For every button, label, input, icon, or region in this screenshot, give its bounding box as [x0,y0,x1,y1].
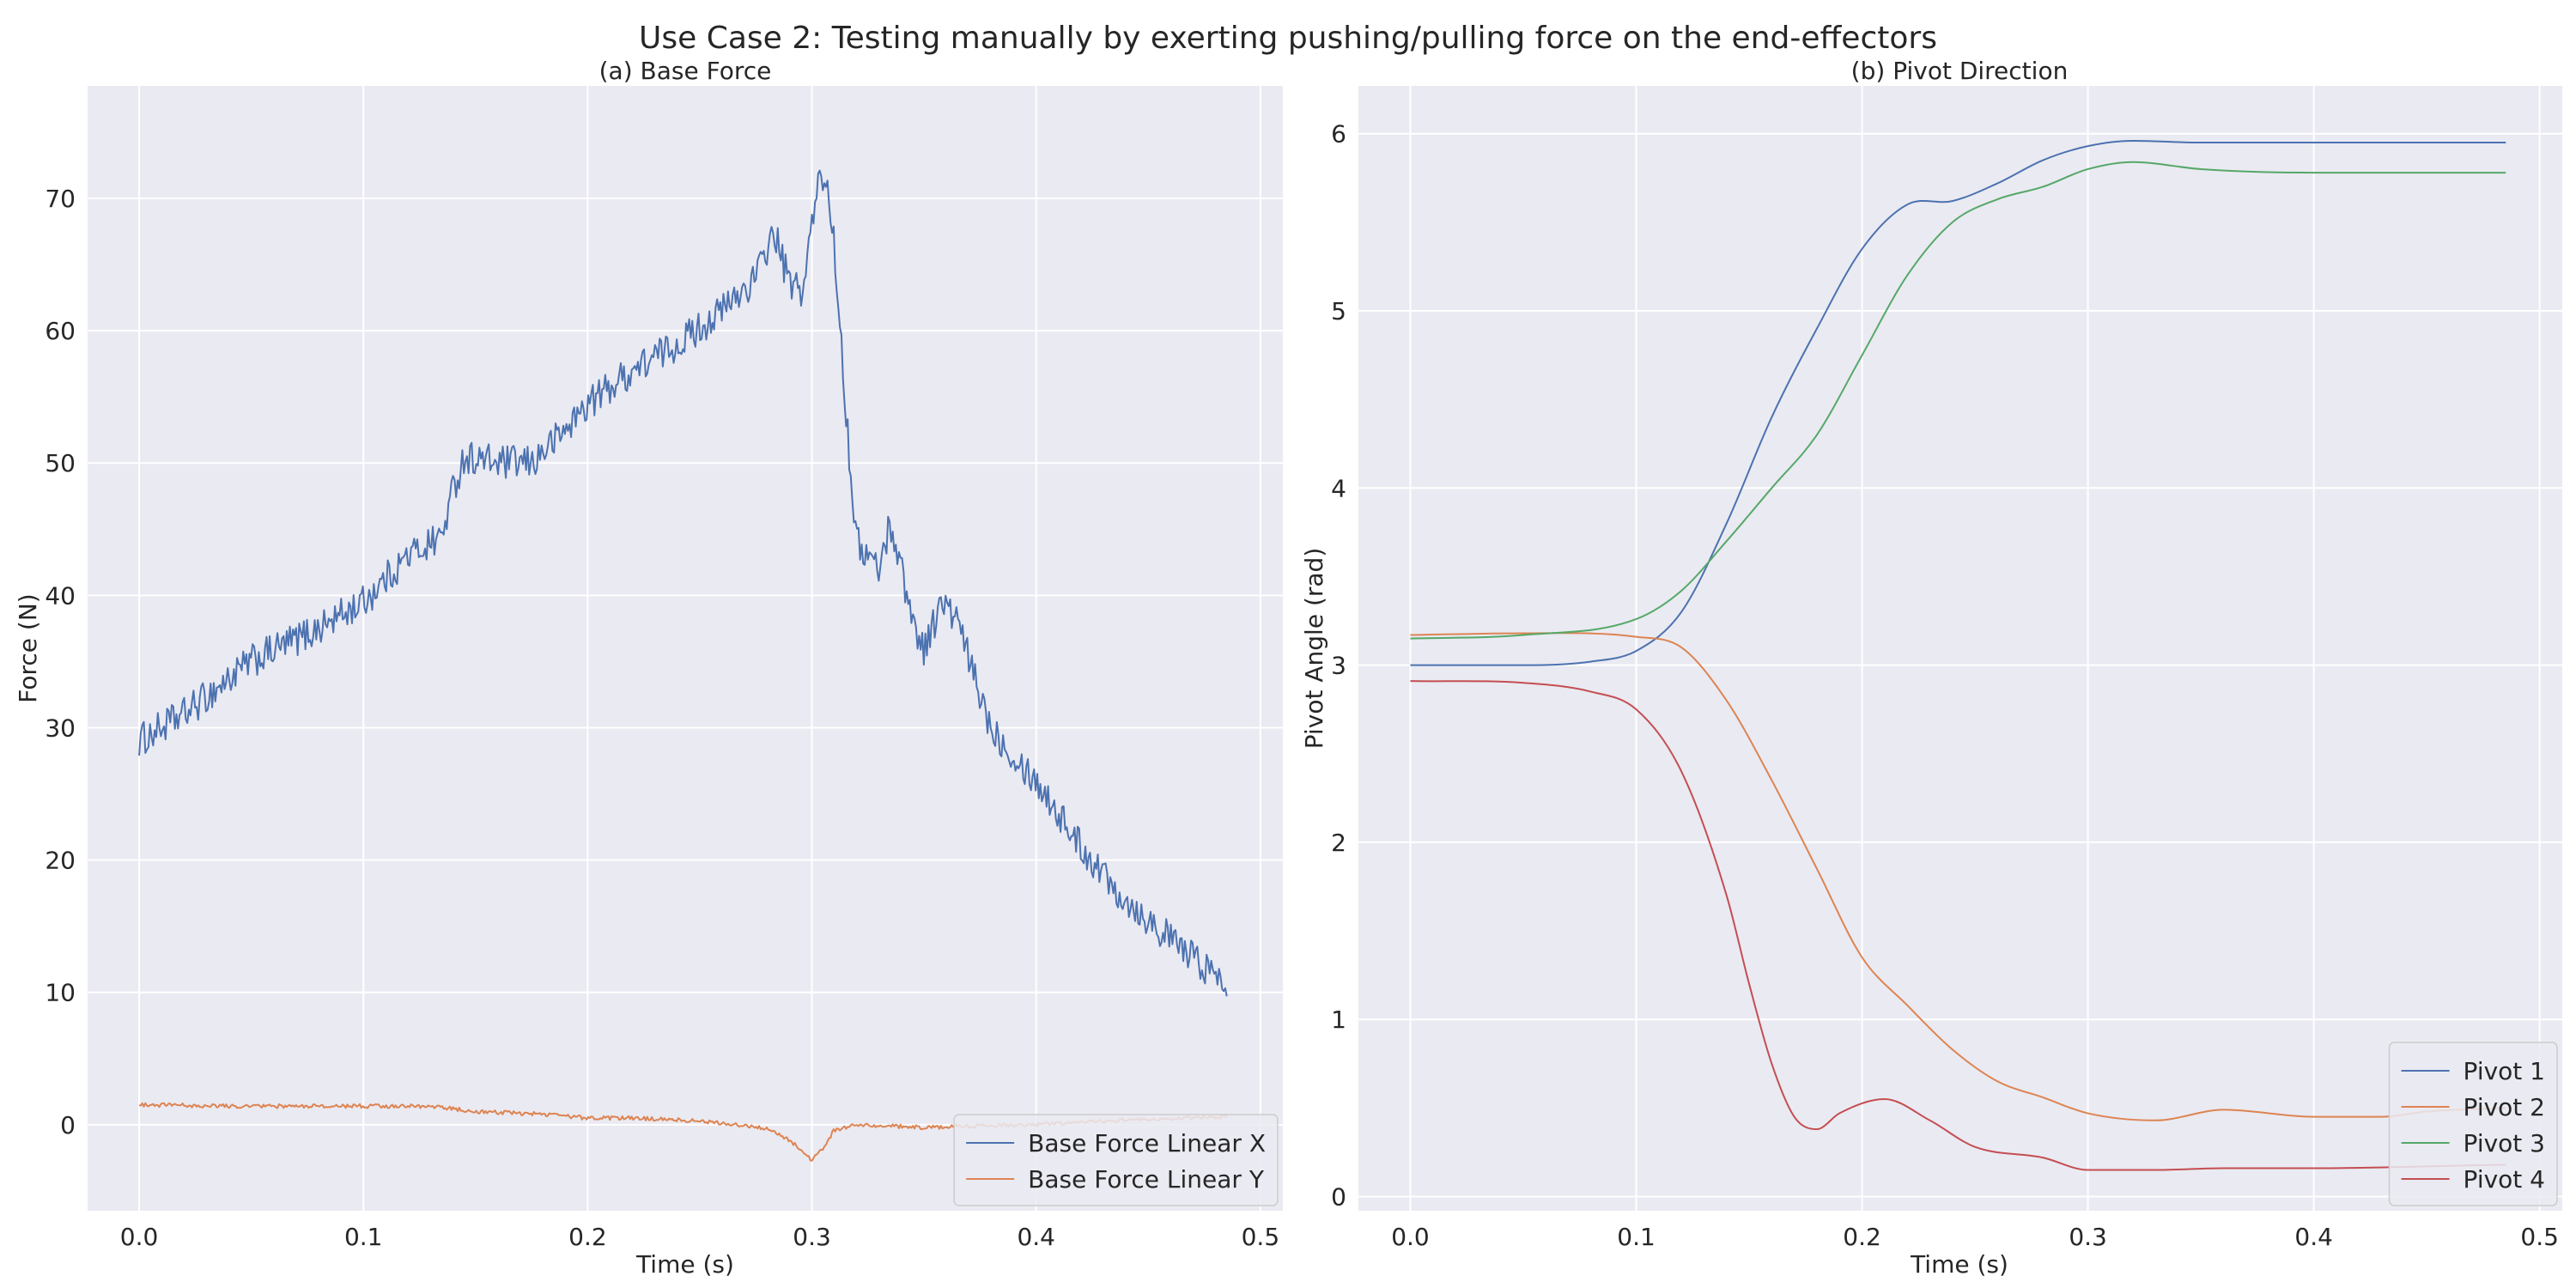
y-tick-label: 70 [45,185,76,213]
y-tick-label: 0 [60,1111,76,1139]
legend-label: Base Force Linear Y [1028,1165,1265,1194]
x-tick-label: 0.4 [1017,1223,1055,1251]
y-tick-label: 30 [45,714,76,742]
y-tick-label: 5 [1331,297,1346,325]
series-line-pivot-2 [1410,632,2506,1121]
series-line-pivot-4 [1410,680,2506,1171]
legend-label: Pivot 4 [2464,1165,2545,1194]
plot-area-pivot-direction [1358,86,2562,1211]
y-tick-label: 1 [1331,1005,1346,1034]
legend-box [2388,1042,2558,1206]
subplot-pivot-direction: (b) Pivot Direction Time (s) Pivot Angle… [1300,57,2562,1279]
x-tick-label: 0.0 [1391,1223,1430,1251]
y-tick-label: 20 [45,847,76,875]
y-axis-label-pivot-direction: Pivot Angle (rad) [1300,548,1328,750]
legend: Pivot 1 Pivot 2 Pivot 3 Pivot 4 [2388,1042,2558,1206]
x-tick-label: 0.1 [1617,1223,1656,1251]
y-tick-label: 50 [45,449,76,477]
y-tick-label: 0 [1331,1182,1346,1211]
plot-area-base-force [88,86,1283,1211]
x-tick-label: 0.3 [793,1223,831,1251]
subplot-title-pivot-direction: (b) Pivot Direction [1851,57,2069,85]
subplot-title-base-force: (a) Base Force [599,57,772,85]
y-tick-label: 3 [1331,652,1346,680]
y-tick-label: 6 [1331,120,1346,149]
legend-box [953,1114,1279,1206]
y-tick-label: 4 [1331,474,1346,502]
y-tick-label: 60 [45,317,76,345]
x-tick-label: 0.2 [1843,1223,1881,1251]
y-axis-label-base-force: Force (N) [14,593,42,702]
y-tick-label: 40 [45,581,76,610]
subplot-base-force: (a) Base Force Time (s) Force (N) 0.0 0.1… [14,57,1283,1279]
y-tick-label: 10 [45,979,76,1007]
legend-label: Base Force Linear X [1028,1129,1266,1157]
x-tick-label: 0.5 [1242,1223,1280,1251]
figure-suptitle: Use Case 2: Testing manually by exerting… [639,21,1937,56]
x-tick-label: 0.5 [2520,1223,2559,1251]
legend-label: Pivot 1 [2464,1057,2545,1085]
series-line-pivot-1 [1410,139,2506,666]
x-tick-label: 0.2 [568,1223,607,1251]
x-tick-label: 0.3 [2069,1223,2107,1251]
series-line-base-force-linear-x [138,169,1228,997]
x-axis-label-base-force: Time (s) [635,1250,734,1279]
x-tick-label: 0.1 [344,1223,383,1251]
x-axis-label-pivot-direction: Time (s) [1910,1250,2008,1279]
legend: Base Force Linear X Base Force Linear Y [953,1114,1279,1206]
y-tick-label: 2 [1331,829,1346,857]
legend-label: Pivot 3 [2464,1129,2545,1157]
legend-label: Pivot 2 [2464,1093,2545,1121]
x-tick-label: 0.4 [2294,1223,2333,1251]
x-tick-label: 0.0 [120,1223,159,1251]
series-line-pivot-3 [1410,161,2506,640]
